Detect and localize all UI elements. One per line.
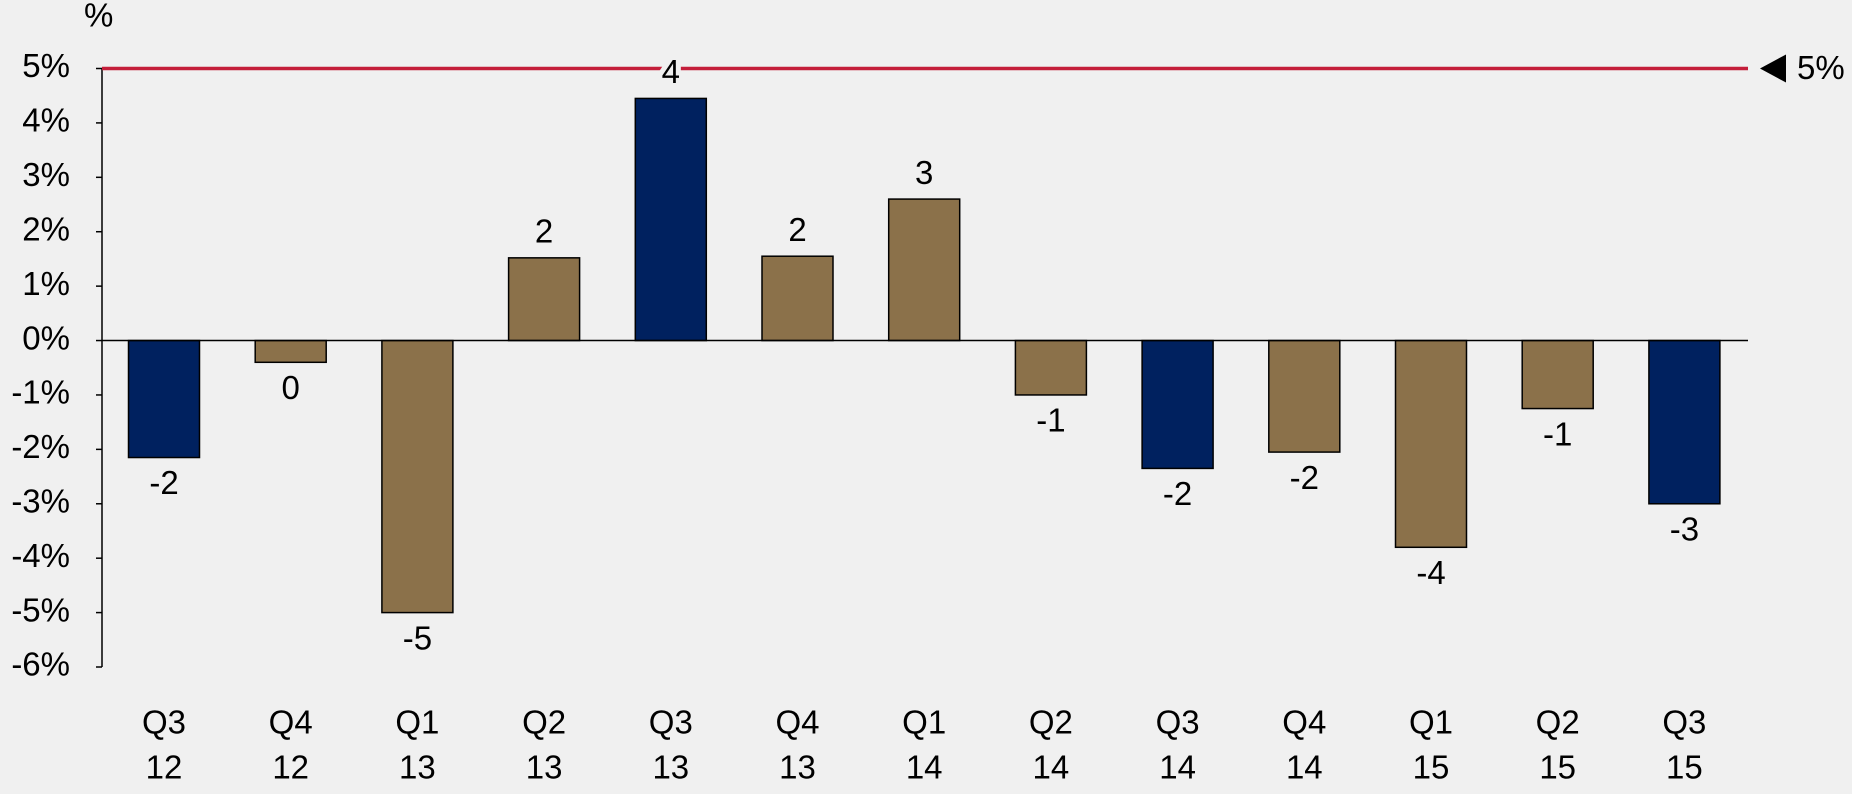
bar	[1648, 339, 1721, 505]
x-tick-label: Q3	[649, 704, 693, 741]
data-label: -2	[149, 464, 178, 501]
data-label: -1	[1543, 415, 1572, 452]
x-tick-label: 15	[1413, 749, 1450, 786]
y-tick-label: -2%	[11, 428, 70, 465]
data-label: -2	[1163, 475, 1192, 512]
y-tick-label: -5%	[11, 591, 70, 628]
x-tick-label: 15	[1666, 749, 1703, 786]
data-label: -3	[1670, 510, 1699, 547]
x-tick-label: 13	[399, 749, 436, 786]
x-tick-label: Q3	[142, 704, 186, 741]
bar	[381, 339, 454, 614]
x-tick-label: 12	[146, 749, 183, 786]
x-tick-label: Q2	[522, 704, 566, 741]
y-tick-label: -1%	[11, 374, 70, 411]
data-label: 2	[788, 211, 806, 248]
y-tick-label: -3%	[11, 482, 70, 519]
x-tick-label: Q4	[775, 704, 819, 741]
x-tick-label: 14	[1286, 749, 1323, 786]
bar	[761, 255, 834, 342]
data-label: -5	[403, 619, 432, 656]
y-tick-label: 4%	[22, 102, 70, 139]
reference-marker	[1760, 54, 1786, 83]
y-tick-label: 2%	[22, 210, 70, 247]
bar	[1521, 339, 1594, 410]
x-tick-label: Q2	[1536, 704, 1580, 741]
y-tick-label: 5%	[22, 47, 70, 84]
bar	[1394, 339, 1468, 549]
bar	[507, 257, 581, 342]
y-tick-label: -4%	[11, 537, 70, 574]
x-tick-label: Q4	[269, 704, 313, 741]
x-tick-label: Q3	[1662, 704, 1706, 741]
x-tick-label: 13	[526, 749, 563, 786]
y-tick-label: 1%	[22, 265, 70, 302]
data-label: -1	[1036, 402, 1065, 439]
bar	[1014, 339, 1088, 396]
x-tick-label: 14	[1159, 749, 1196, 786]
bar	[1141, 339, 1214, 470]
x-tick-label: 13	[779, 749, 816, 786]
y-tick-label: 0%	[22, 319, 70, 356]
data-label: -4	[1416, 554, 1445, 591]
x-tick-label: 14	[906, 749, 943, 786]
data-label: 3	[915, 154, 933, 191]
bar	[254, 339, 327, 364]
x-tick-label: 12	[272, 749, 309, 786]
y-tick-label: -6%	[11, 646, 70, 683]
data-label: 0	[282, 369, 300, 406]
x-tick-label: 14	[1033, 749, 1070, 786]
x-tick-label: Q4	[1282, 704, 1326, 741]
data-label: -2	[1290, 459, 1319, 496]
bar	[634, 97, 708, 342]
data-label: 2	[535, 213, 553, 250]
bar	[1268, 339, 1341, 453]
data-label: 4	[662, 53, 680, 90]
bar	[887, 198, 961, 342]
x-tick-label: 15	[1539, 749, 1576, 786]
x-tick-label: Q3	[1156, 704, 1200, 741]
reference-label: 5%	[1797, 49, 1845, 86]
bar	[127, 339, 201, 459]
x-tick-label: Q1	[1409, 704, 1453, 741]
x-tick-label: 13	[652, 749, 689, 786]
y-axis-label: %	[84, 0, 113, 34]
x-tick-label: Q1	[395, 704, 439, 741]
y-tick-label: 3%	[22, 156, 70, 193]
x-tick-label: Q1	[902, 704, 946, 741]
x-tick-label: Q2	[1029, 704, 1073, 741]
